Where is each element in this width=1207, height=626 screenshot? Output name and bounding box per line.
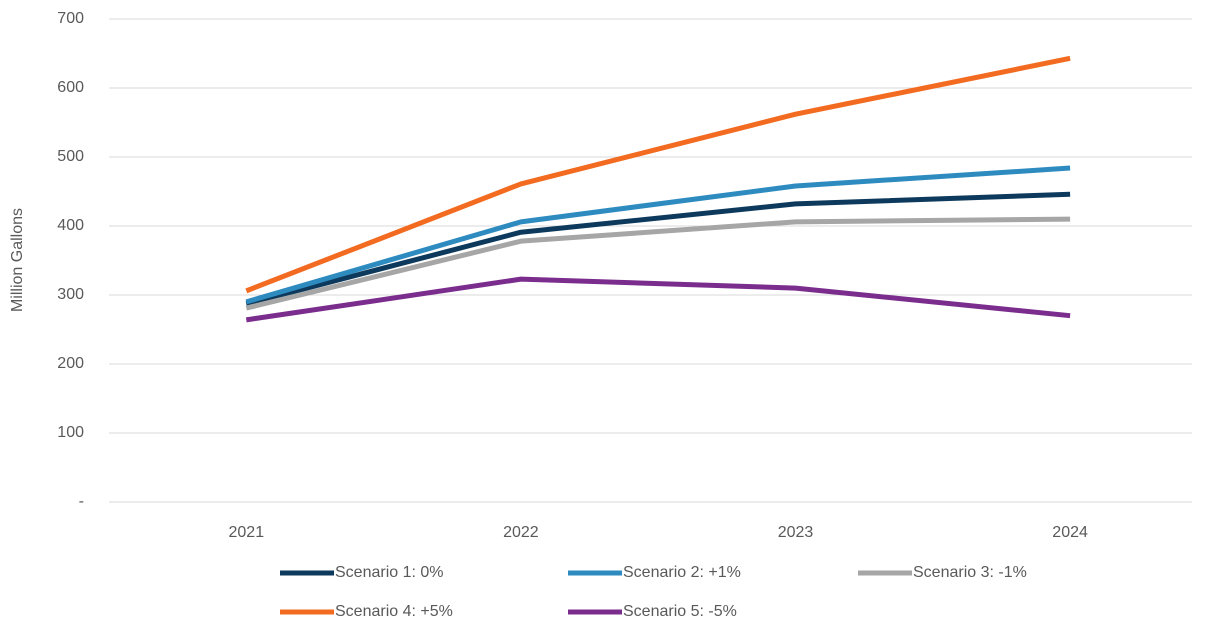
x-tick-label: 2023 (778, 524, 814, 541)
y-tick-label: 100 (57, 424, 84, 441)
y-tick-label: 200 (57, 355, 84, 372)
legend-label: Scenario 3: -1% (913, 564, 1027, 581)
series-line (245, 216, 1071, 311)
y-tick-label: 500 (57, 148, 84, 165)
x-tick-label: 2022 (503, 524, 539, 541)
legend-label: Scenario 5: -5% (623, 603, 737, 620)
y-tick-label: 400 (57, 217, 84, 234)
legend-label: Scenario 2: +1% (623, 564, 741, 581)
y-tick-label: 700 (57, 10, 84, 27)
y-axis-label: Million Gallons (9, 208, 26, 312)
x-tick-label: 2024 (1052, 524, 1088, 541)
series-line (245, 276, 1071, 323)
y-tick-label: 600 (57, 79, 84, 96)
legend-label: Scenario 4: +5% (335, 603, 453, 620)
series-line (245, 55, 1071, 294)
legend-label: Scenario 1: 0% (335, 564, 444, 581)
series-line (245, 191, 1071, 307)
y-tick-label: 300 (57, 286, 84, 303)
x-tick-label: 2021 (229, 524, 265, 541)
series-line (245, 165, 1071, 305)
y-tick-label: - (79, 493, 84, 510)
